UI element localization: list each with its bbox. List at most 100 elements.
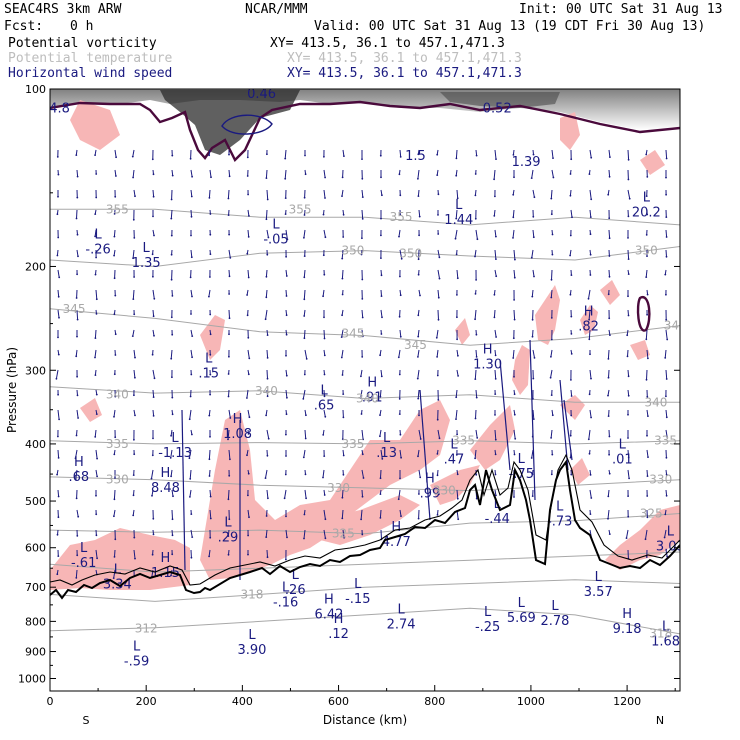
- wind-arrow-head: [247, 373, 250, 376]
- wind-arrow-head: [361, 177, 364, 180]
- wind-arrow: [265, 269, 268, 277]
- wind-arrow-head: [399, 194, 402, 197]
- wind-arrow: [95, 469, 98, 477]
- wind-arrow-head: [285, 275, 288, 277]
- extremum-kind: L: [80, 541, 88, 556]
- wind-arrow: [76, 169, 79, 177]
- wind-arrow-head: [646, 395, 649, 398]
- wind-arrow-head: [209, 435, 211, 438]
- wind-arrow-head: [76, 554, 79, 557]
- wind-arrow: [208, 449, 211, 460]
- wind-arrow-head: [324, 236, 327, 239]
- wind-arrow-head: [208, 197, 211, 199]
- wind-arrow-head: [418, 493, 420, 495]
- wind-arrow-head: [608, 435, 611, 438]
- wind-arrow: [171, 509, 173, 520]
- wind-arrow-head: [454, 237, 457, 240]
- wind-arrow: [551, 269, 553, 280]
- wind-arrow-head: [209, 517, 212, 520]
- wind-arrow-head: [381, 194, 383, 197]
- wind-arrow: [227, 189, 230, 199]
- wind-arrow-head: [589, 274, 592, 276]
- wind-arrow-head: [493, 316, 496, 319]
- wind-arrow-head: [530, 256, 533, 259]
- wind-arrow-head: [76, 375, 78, 378]
- wind-arrow-head: [646, 495, 649, 497]
- wind-arrow-head: [456, 497, 459, 500]
- wind-arrow-head: [625, 537, 628, 539]
- wind-arrow-head: [495, 336, 497, 338]
- pv-label: 1.5: [405, 149, 426, 164]
- wind-arrow-head: [341, 438, 344, 441]
- wind-arrow-head: [94, 436, 97, 438]
- theta-label: 355: [106, 202, 129, 216]
- wind-arrow: [455, 209, 458, 219]
- wind-arrow-head: [248, 357, 251, 360]
- extremum-kind: L: [133, 640, 141, 655]
- wind-arrow-head: [513, 413, 516, 416]
- wind-arrow-head: [361, 316, 364, 319]
- wind-arrow-head: [513, 496, 515, 498]
- wind-arrow-head: [56, 473, 58, 476]
- wind-arrow-head: [417, 356, 419, 358]
- wind-arrow: [76, 409, 79, 419]
- wind-arrow-head: [379, 435, 381, 438]
- wind-arrow-head: [569, 234, 572, 237]
- wind-arrow-head: [227, 498, 230, 501]
- wind-arrow-head: [131, 335, 134, 337]
- wind-arrow: [209, 169, 212, 178]
- wind-arrow-head: [341, 293, 344, 296]
- wind-arrow-head: [191, 335, 194, 337]
- y-axis: 100 200 300 400 500 600 700 800 900 1000: [18, 83, 680, 686]
- wind-arrow: [665, 249, 667, 257]
- wind-arrow-head: [551, 253, 554, 256]
- wind-arrow-head: [96, 457, 98, 460]
- plot-area: L-.26 L1.35L-.05L1.44L20.2L.15H.91H1.30H.…: [50, 87, 680, 691]
- wind-arrow-head: [587, 297, 590, 300]
- wind-arrow: [607, 349, 610, 359]
- wind-arrow-head: [665, 157, 668, 160]
- wind-arrow: [209, 509, 212, 519]
- wind-arrow: [190, 289, 193, 297]
- wind-arrow: [361, 469, 364, 479]
- wind-arrow: [285, 369, 288, 376]
- wind-arrow: [513, 309, 516, 320]
- wind-arrow: [303, 529, 306, 539]
- wind-arrow: [76, 509, 79, 517]
- wind-arrow: [494, 429, 497, 440]
- wind-arrow-head: [303, 537, 305, 540]
- theta-label: 318: [649, 626, 672, 640]
- wind-arrow: [417, 329, 420, 337]
- wind-arrow-head: [285, 354, 287, 357]
- wind-arrow: [247, 209, 250, 216]
- wind-arrow-head: [152, 275, 154, 278]
- wind-arrow: [113, 229, 116, 237]
- wind-arrow-head: [608, 217, 611, 220]
- wind-arrow-head: [228, 518, 231, 521]
- wind-arrow-head: [645, 153, 648, 156]
- wind-arrow-head: [607, 517, 609, 520]
- wind-arrow: [266, 369, 268, 379]
- wind-arrow: [550, 429, 553, 438]
- wind-arrow-head: [342, 236, 345, 238]
- wind-arrow: [607, 509, 610, 519]
- wind-arrow-head: [436, 374, 439, 377]
- theta-label: 330: [106, 473, 129, 487]
- wind-arrow: [380, 469, 382, 479]
- wind-arrow-head: [608, 472, 611, 475]
- wind-arrow-head: [228, 233, 231, 236]
- pv-label: 0.46: [247, 87, 276, 102]
- wind-arrow-head: [475, 356, 478, 358]
- wind-arrow: [494, 489, 497, 496]
- wind-arrow-head: [209, 313, 212, 316]
- wind-arrow-head: [552, 176, 555, 179]
- extremum-value: .68: [69, 470, 90, 485]
- wind-arrow-head: [208, 458, 211, 461]
- wind-arrow-head: [113, 213, 116, 215]
- wind-arrow: [456, 349, 459, 356]
- wind-arrow: [57, 409, 60, 420]
- theta-contour: [50, 208, 680, 226]
- wind-arrow-head: [570, 414, 573, 417]
- wind-arrow-head: [113, 373, 116, 376]
- wind-arrow-head: [665, 473, 668, 476]
